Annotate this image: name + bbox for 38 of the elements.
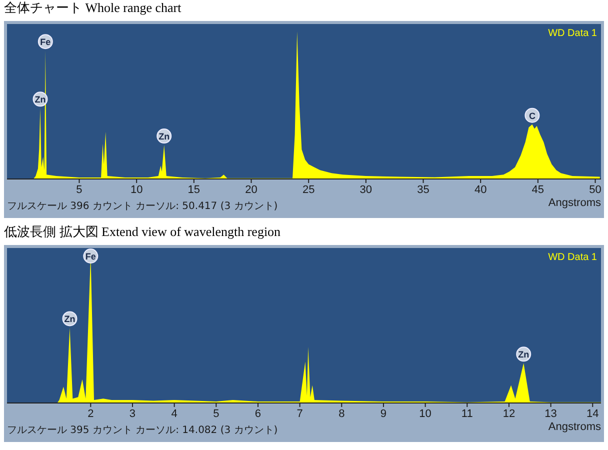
x-axis-title: Angstroms: [548, 197, 602, 209]
x-tick-label: 13: [544, 408, 557, 420]
x-tick-label: 12: [502, 408, 516, 420]
x-tick-label: 9: [380, 408, 387, 420]
x-tick-label: 50: [589, 184, 602, 196]
text: フルスケール 396 カウント カーソル: 50.417 (3 カウント): [7, 201, 278, 212]
annotation: Zn: [34, 94, 46, 105]
chart-title: 低波長側 拡大図 Extend view of wavelength region: [4, 224, 282, 239]
annotation: Zn: [64, 314, 76, 324]
x-axis-title: Angstroms: [548, 421, 602, 433]
x-tick-label: 11: [461, 408, 473, 420]
x-tick-label: 5: [213, 408, 220, 420]
x-tick-label: 4: [171, 408, 178, 420]
x-tick-label: 8: [338, 408, 345, 420]
x-tick-label: 15: [188, 184, 200, 196]
text: WD Data 1: [548, 252, 598, 263]
text: フルスケール 395 カウント カーソル: 14.082 (3 カウント): [7, 425, 278, 436]
annotation: Zn: [518, 350, 530, 360]
x-tick-label: 2: [88, 408, 94, 420]
annotation: Zn: [158, 132, 170, 142]
annotation: Fe: [85, 252, 96, 262]
x-tick-label: 5: [76, 184, 82, 196]
annotation: C: [528, 110, 536, 121]
chart-title: 全体チャート Whole range chart: [4, 0, 182, 15]
x-tick-label: 6: [254, 408, 262, 420]
x-tick-label: 20: [245, 184, 258, 196]
x-tick-label: 7: [296, 408, 303, 420]
x-tick-label: 10: [419, 408, 432, 420]
x-tick-label: 10: [130, 184, 143, 196]
text: WD Data 1: [548, 28, 598, 39]
x-tick-label: 25: [302, 184, 315, 196]
x-tick-label: 40: [474, 184, 487, 196]
x-tick-label: 35: [417, 184, 430, 196]
x-tick-label: 45: [532, 184, 544, 196]
annotation: Fe: [40, 37, 51, 48]
x-tick-label: 14: [586, 408, 599, 420]
x-tick-label: 30: [360, 184, 372, 196]
x-tick-label: 3: [129, 408, 136, 420]
